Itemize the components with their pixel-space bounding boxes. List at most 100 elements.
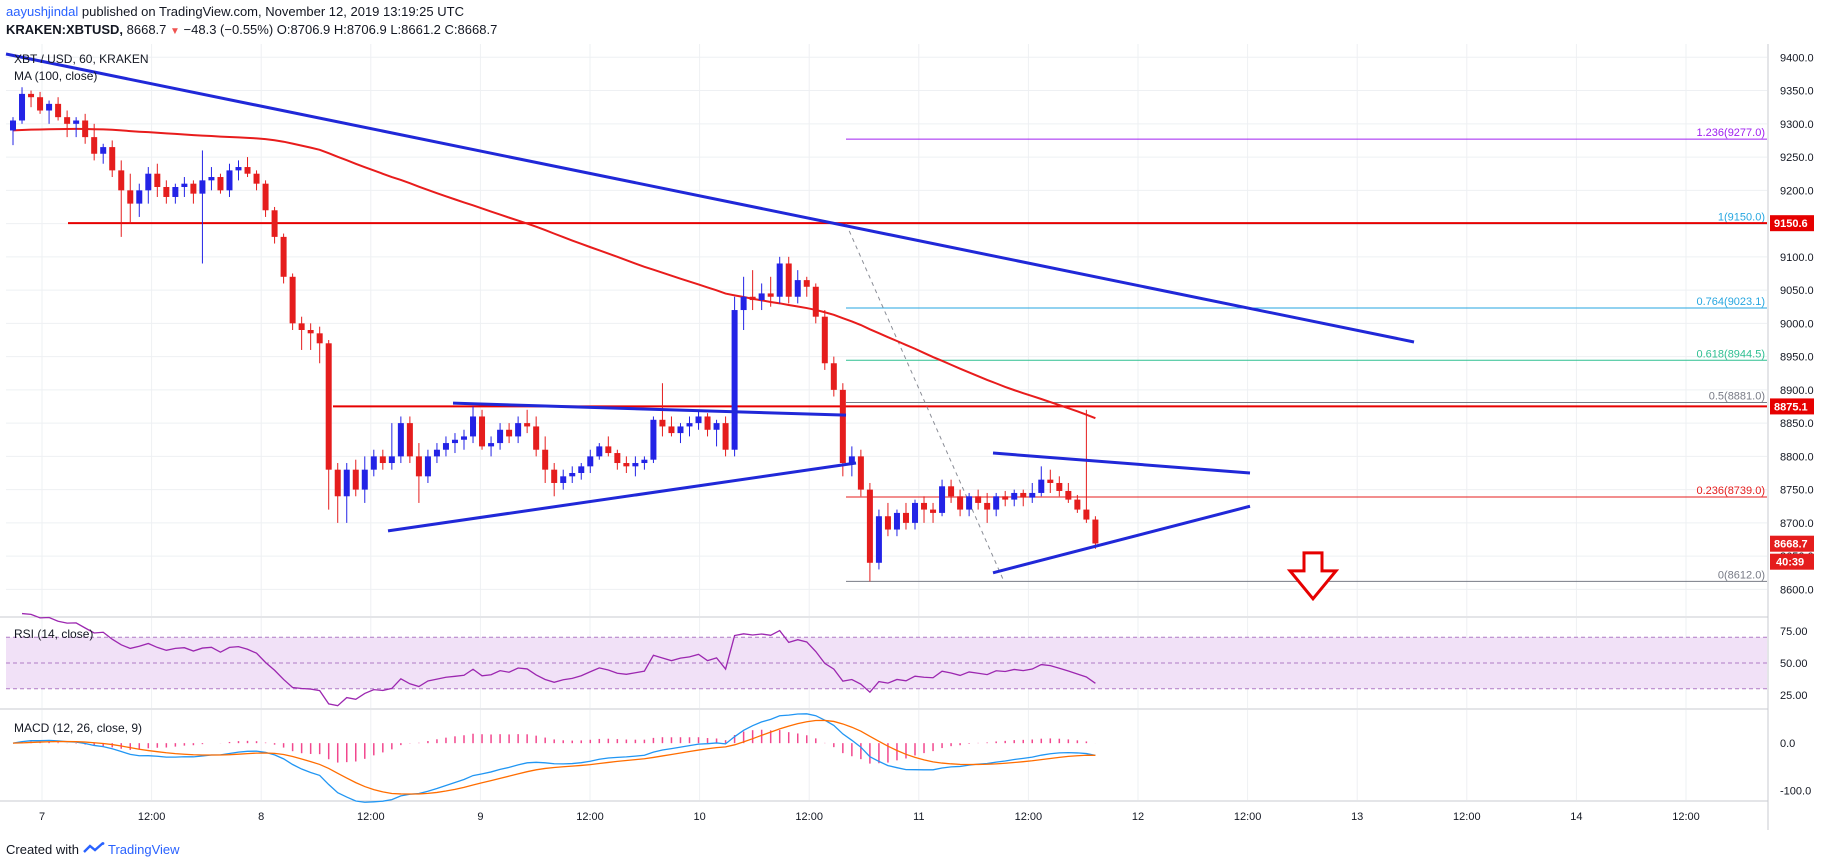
candle <box>677 426 684 434</box>
macd-line <box>12 713 1096 803</box>
candle <box>930 509 937 513</box>
candle <box>704 416 711 430</box>
candle <box>848 456 855 464</box>
candle <box>334 469 341 497</box>
candle <box>668 426 675 434</box>
candle <box>1038 479 1045 493</box>
candle <box>587 456 594 467</box>
candle <box>533 426 540 450</box>
candle <box>370 456 377 470</box>
candle <box>244 167 251 174</box>
time-tick-label: 12:00 <box>138 811 166 823</box>
price-badge <box>1770 398 1814 415</box>
candle <box>1011 492 1018 500</box>
fib-level-label: 0.236(8739.0) <box>1697 485 1766 497</box>
chart-legend-ma: MA (100, close) <box>14 69 98 83</box>
tradingview-brand[interactable]: TradingView <box>108 842 180 857</box>
candle <box>975 496 982 503</box>
price-tick-label: 9400.0 <box>1780 52 1814 64</box>
candle <box>839 389 846 464</box>
candle <box>208 177 215 181</box>
time-tick-label: 9 <box>477 811 483 823</box>
candle <box>767 293 774 297</box>
fib-level-label: 0(8612.0) <box>1718 569 1765 581</box>
candle <box>461 436 467 440</box>
macd-label: MACD (12, 26, close, 9) <box>14 721 143 735</box>
time-tick-label: 12:00 <box>795 811 823 823</box>
candle <box>695 416 702 424</box>
candle <box>596 446 603 457</box>
candle <box>361 469 368 490</box>
time-tick-label: 12 <box>1132 811 1144 823</box>
ohlc-close: C:8668.7 <box>444 22 498 37</box>
candle <box>64 117 71 124</box>
candle <box>713 423 720 430</box>
candle <box>659 419 666 427</box>
candle <box>397 423 404 457</box>
candle <box>912 502 918 523</box>
candle <box>199 180 206 194</box>
fib-level-label: 0.764(9023.1) <box>1697 296 1766 308</box>
ma-100-line <box>12 127 1096 420</box>
price-change: −48.3 (−0.55%) <box>183 22 274 37</box>
author-link[interactable]: aayushjindal <box>6 4 79 19</box>
candle <box>217 177 224 191</box>
candle <box>235 167 242 171</box>
candle <box>226 170 233 191</box>
time-tick-label: 13 <box>1351 811 1363 823</box>
time-tick-label: 12:00 <box>576 811 604 823</box>
candle <box>740 296 747 311</box>
candle <box>1074 499 1081 510</box>
candle <box>893 512 900 530</box>
candle <box>424 456 431 477</box>
candle <box>632 463 639 467</box>
candle <box>82 120 89 138</box>
candle <box>154 173 161 187</box>
candle <box>1092 519 1099 544</box>
candle <box>857 456 864 490</box>
candle <box>181 183 188 187</box>
candle <box>497 429 504 444</box>
candle <box>902 512 909 523</box>
candle <box>984 502 991 510</box>
price-tick-label: 9200.0 <box>1780 185 1814 197</box>
candle <box>1056 482 1063 491</box>
candle <box>524 423 531 427</box>
candle <box>172 187 179 197</box>
candle <box>722 423 729 450</box>
time-tick-label: 10 <box>693 811 705 823</box>
rsi-label: RSI (14, close) <box>14 627 94 641</box>
price-tick-label: 8900.0 <box>1780 385 1814 397</box>
candle <box>280 236 287 277</box>
macd-signal-line <box>12 719 1096 795</box>
price-badge-label: 9150.6 <box>1774 218 1808 230</box>
candle <box>939 486 946 513</box>
fib-level-label: 1.236(9277.0) <box>1697 127 1766 139</box>
down-arrow-icon <box>1286 551 1340 602</box>
candle <box>749 296 756 301</box>
publish-info: aayushjindal published on TradingView.co… <box>6 4 464 19</box>
candle <box>1065 490 1072 500</box>
candle <box>316 333 323 344</box>
time-tick-label: 8 <box>258 811 264 823</box>
price-tick-label: 8850.0 <box>1780 418 1814 430</box>
candle <box>100 147 107 154</box>
price-tick-label: 9250.0 <box>1780 152 1814 164</box>
candle <box>966 496 973 510</box>
published-text: published on TradingView.com, November 1… <box>81 4 464 19</box>
candle <box>957 496 964 510</box>
candle <box>776 263 783 297</box>
candle <box>307 330 314 334</box>
candle <box>993 496 1000 510</box>
time-tick-label: 12:00 <box>1672 811 1700 823</box>
candle <box>623 463 630 467</box>
candle <box>109 147 116 171</box>
candle <box>262 183 269 211</box>
candle <box>388 456 395 464</box>
tradingview-logo-icon <box>82 842 105 859</box>
last-price: 8668.7 <box>126 22 167 37</box>
time-tick-label: 7 <box>39 811 45 823</box>
price-tick-label: 8750.0 <box>1780 485 1814 497</box>
price-tick-label: 8600.0 <box>1780 584 1814 596</box>
